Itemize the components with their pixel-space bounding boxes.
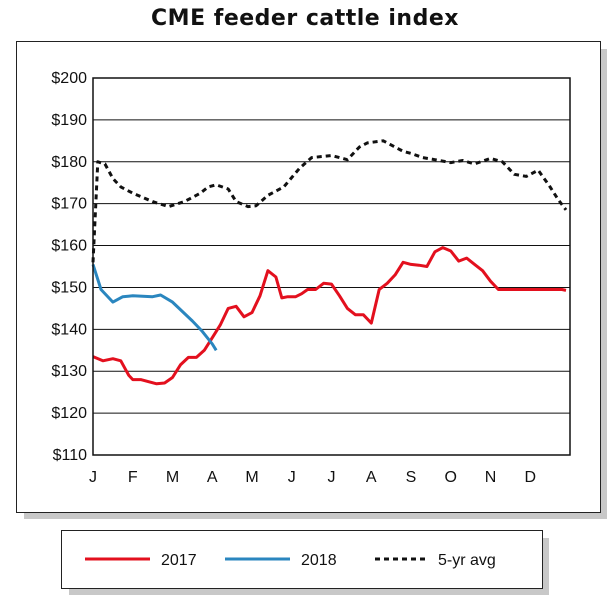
series-line-1 [91, 263, 218, 352]
chart-title: CME feeder cattle index [151, 6, 459, 31]
y-tick-label: $150 [51, 279, 87, 296]
series-line-2 [91, 139, 568, 263]
x-tick-label: A [366, 469, 377, 486]
legend-label: 2018 [301, 552, 337, 569]
x-tick-label: J [288, 469, 296, 486]
y-tick-label: $200 [51, 70, 87, 87]
y-tick-label: $140 [51, 321, 87, 338]
x-tick-label: J [328, 469, 336, 486]
x-tick-label: D [524, 469, 536, 486]
x-tick-label: F [128, 469, 138, 486]
y-axis-ticks: $110 $120 $130 $140 $150 $160 $170 $180 $190 $200 [51, 70, 87, 464]
legend-label: 2017 [161, 552, 197, 569]
series-line-0 [92, 246, 567, 386]
x-tick-label: J [89, 469, 97, 486]
x-tick-label: A [207, 469, 218, 486]
series-lines [91, 139, 568, 386]
x-tick-label: M [245, 469, 258, 486]
y-tick-label: $120 [51, 405, 87, 422]
x-tick-label: O [445, 469, 457, 486]
x-tick-label: M [166, 469, 179, 486]
y-tick-label: $130 [51, 363, 87, 380]
y-tick-label: $170 [51, 196, 87, 213]
x-tick-label: S [406, 469, 417, 486]
legend: 2017 2018 5-yr avg [85, 552, 496, 569]
y-tick-label: $180 [51, 154, 87, 171]
plot-frame [92, 77, 571, 456]
y-tick-label: $160 [51, 238, 87, 255]
gridlines [93, 77, 570, 456]
y-tick-label: $110 [53, 447, 88, 464]
x-tick-label: N [485, 469, 497, 486]
legend-label: 5-yr avg [438, 552, 496, 569]
y-tick-label: $190 [51, 112, 87, 129]
